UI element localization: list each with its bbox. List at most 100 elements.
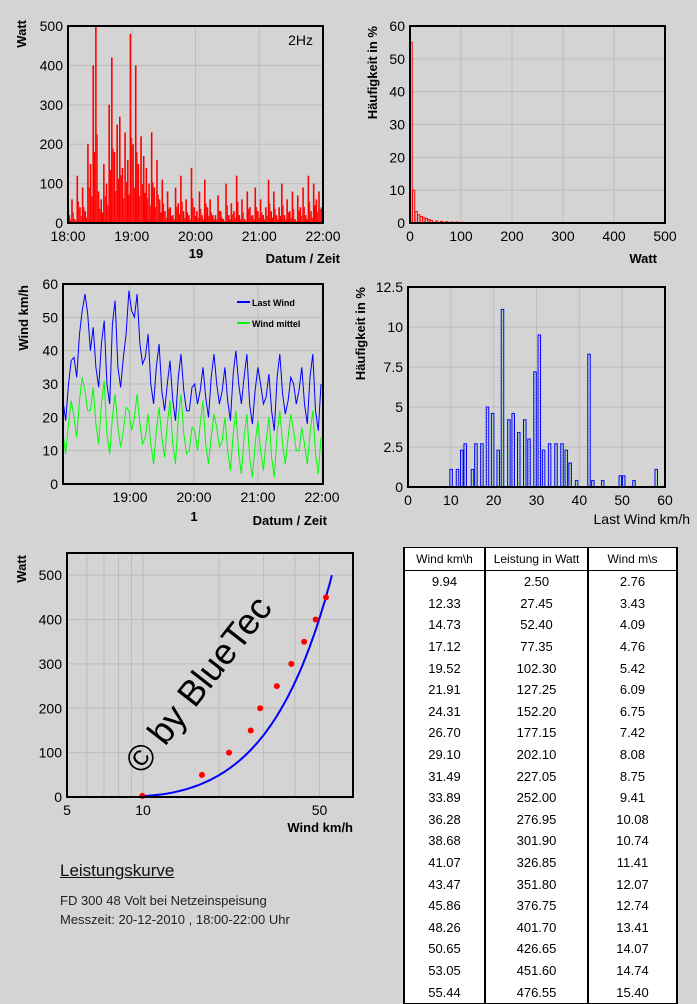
x-tick-label: 0 [406,228,414,244]
x-axis-label: Datum / Zeit [266,251,341,266]
y-axis-label: Häufigkeit in % [353,287,368,381]
cell-wind-kmh: 17.12 [404,636,485,658]
cell-wind-kmh: 24.31 [404,701,485,723]
histogram-bar [508,420,511,487]
series-line-last-wind [63,291,321,431]
cell-wind-kmh: 43.47 [404,873,485,895]
sample-rate-label: 2Hz [288,32,313,48]
x-axis-label: Datum / Zeit [253,513,328,528]
cell-wind-ms: 6.09 [588,679,677,701]
cell-wind-kmh: 41.07 [404,852,485,874]
y-axis-label: Watt [14,554,29,582]
legend-label: Wind mittel [252,319,300,329]
y-tick-label: 200 [40,136,64,152]
power-curve-point [288,661,294,667]
y-tick-label: 0 [54,789,62,805]
cell-wind-kmh: 45.86 [404,895,485,917]
cell-wind-ms: 4.09 [588,614,677,636]
cell-wind-kmh: 29.10 [404,744,485,766]
x-tick-label: 60 [657,492,673,508]
y-tick-label: 10 [387,319,403,335]
y-tick-label: 300 [40,97,64,113]
header-wind-ms: Wind m\s [588,548,677,571]
histogram-bar [555,444,558,487]
x-tick-label: 21:00 [240,489,275,505]
y-axis-label: Häufigkeit in % [365,26,380,120]
y-axis-label: Watt [14,19,29,47]
info-line-1: FD 300 48 Volt bei Netzeinspeisung [60,893,267,908]
cell-wind-ms: 3.43 [588,593,677,615]
cell-wind-ms: 14.07 [588,938,677,960]
cell-wind-kmh: 31.49 [404,765,485,787]
y-tick-label: 12.5 [376,279,403,295]
power-curve-point [313,617,319,623]
y-tick-label: 50 [389,51,405,67]
y-tick-label: 40 [42,343,58,359]
cell-wind-kmh: 53.05 [404,960,485,982]
power-curve-point [257,705,263,711]
legend-label: Last Wind [252,298,295,308]
cell-wind-ms: 5.42 [588,657,677,679]
cell-power: 177.15 [485,722,588,744]
x-sublabel: 1 [190,509,197,524]
x-tick-label: 22:00 [304,489,339,505]
x-axis-label: Last Wind km/h [594,511,690,527]
y-tick-label: 5 [395,399,403,415]
cell-wind-kmh: 19.52 [404,657,485,679]
x-axis-label: Watt [629,251,657,266]
y-tick-label: 200 [39,700,63,716]
y-tick-label: 60 [42,276,58,292]
x-tick-label: 10 [443,492,459,508]
y-tick-label: 40 [389,84,405,100]
info-title: Leistungskurve [60,861,174,881]
cell-power: 202.10 [485,744,588,766]
power-curve-point [226,750,232,756]
cell-wind-kmh: 55.44 [404,981,485,1003]
x-tick-label: 20 [486,492,502,508]
cell-wind-kmh: 26.70 [404,722,485,744]
x-tick-label: 400 [602,228,626,244]
y-tick-label: 100 [39,745,63,761]
cell-power: 77.35 [485,636,588,658]
histogram-bar [475,444,478,487]
cell-wind-kmh: 33.89 [404,787,485,809]
y-tick-label: 0 [395,479,403,495]
cell-power: 102.30 [485,657,588,679]
cell-wind-ms: 2.76 [588,571,677,593]
cell-power: 451.60 [485,960,588,982]
info-line-2: Messzeit: 20-12-2010 , 18:00-22:00 Uhr [60,912,290,927]
power-curve-point [301,639,307,645]
histogram-bar [588,354,591,487]
header-power: Leistung in Watt [485,548,588,571]
table-header-row: Wind km\h Leistung in Watt Wind m\s [404,548,677,571]
header-wind-kmh: Wind km\h [404,548,485,571]
cell-wind-ms: 12.07 [588,873,677,895]
cell-wind-ms: 8.75 [588,765,677,787]
cell-power: 476.55 [485,981,588,1003]
y-tick-label: 0 [397,215,405,231]
cell-wind-kmh: 12.33 [404,593,485,615]
cell-wind-kmh: 50.65 [404,938,485,960]
y-tick-label: 300 [39,656,63,672]
cell-wind-ms: 10.08 [588,809,677,831]
cell-wind-ms: 9.41 [588,787,677,809]
cell-wind-kmh: 9.94 [404,571,485,593]
y-axis-label: Wind km/h [16,285,31,351]
x-tick-label: 50 [312,802,328,818]
cell-wind-ms: 15.40 [588,981,677,1003]
y-tick-label: 0 [50,476,58,492]
cell-power: 376.75 [485,895,588,917]
x-tick-label: 10 [135,802,151,818]
x-tick-label: 0 [404,492,412,508]
cell-power: 52.40 [485,614,588,636]
